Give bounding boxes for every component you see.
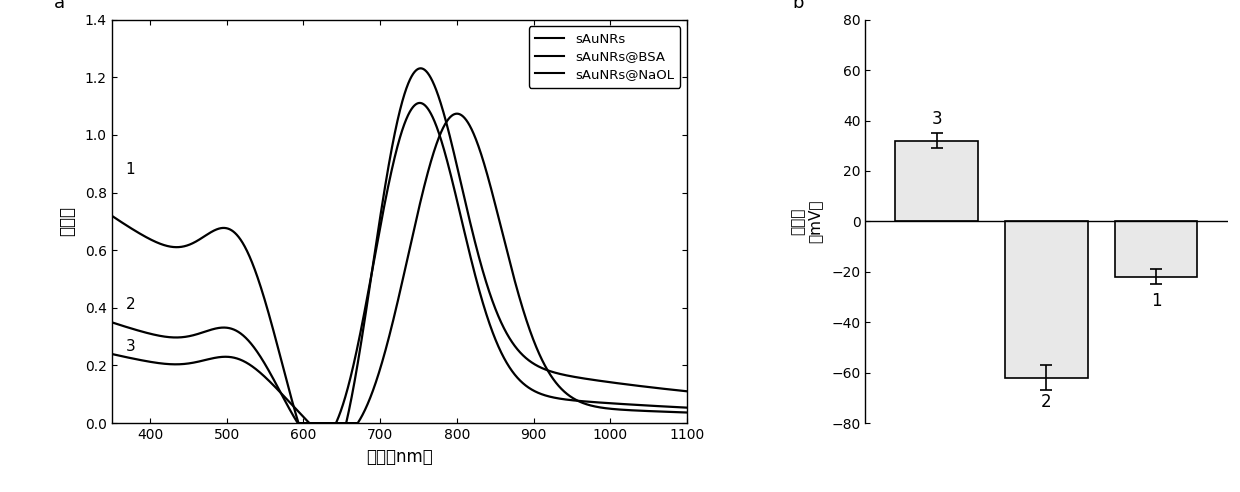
Y-axis label: 吸收値: 吸收値 bbox=[58, 207, 77, 236]
Text: a: a bbox=[55, 0, 66, 12]
Text: 2: 2 bbox=[125, 298, 135, 312]
Text: 2: 2 bbox=[1042, 393, 1052, 411]
Text: 1: 1 bbox=[1151, 292, 1162, 310]
Y-axis label: 电位値
（mV）: 电位値 （mV） bbox=[790, 200, 823, 243]
Text: b: b bbox=[792, 0, 805, 12]
Bar bbox=[895, 141, 978, 221]
Text: 3: 3 bbox=[125, 339, 135, 354]
Text: 1: 1 bbox=[125, 162, 135, 177]
X-axis label: 波长（nm）: 波长（nm） bbox=[366, 448, 433, 465]
Bar bbox=[1115, 221, 1198, 277]
Bar bbox=[1006, 221, 1087, 378]
Text: 3: 3 bbox=[931, 110, 942, 128]
Legend: sAuNRs, sAuNRs@BSA, sAuNRs@NaOL: sAuNRs, sAuNRs@BSA, sAuNRs@NaOL bbox=[528, 26, 681, 88]
